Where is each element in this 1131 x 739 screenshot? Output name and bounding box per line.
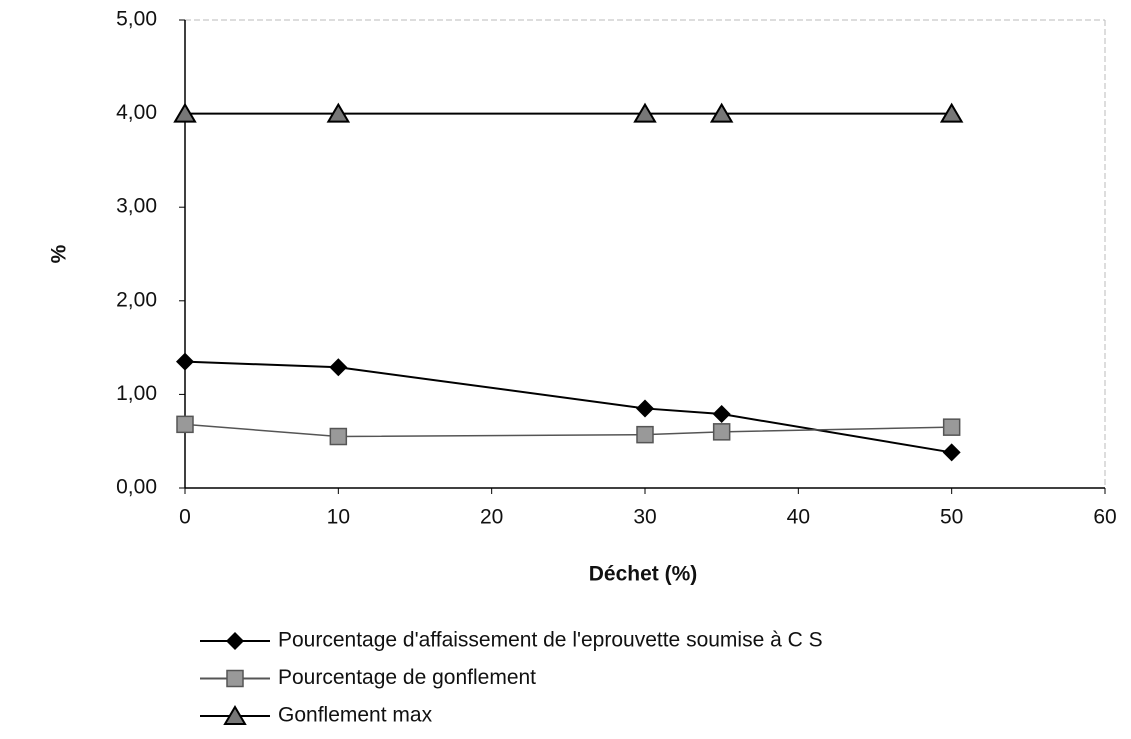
y-tick-label: 1,00 (116, 382, 157, 405)
x-tick-label: 60 (1093, 506, 1116, 529)
y-tick-label: 4,00 (116, 101, 157, 124)
marker-square (636, 425, 654, 444)
x-tick-label: 40 (787, 506, 810, 529)
marker-diamond (636, 399, 654, 418)
marker-diamond (176, 352, 194, 371)
y-tick-label: 0,00 (116, 476, 157, 499)
legend-label: Pourcentage de gonflement (278, 666, 536, 689)
marker-square (712, 423, 731, 441)
y-tick-label: 2,00 (116, 288, 157, 311)
y-tick-label: 5,00 (116, 8, 157, 31)
x-tick-label: 20 (480, 506, 503, 529)
x-tick-label: 50 (940, 506, 963, 529)
marker-triangle (173, 102, 197, 123)
marker-triangle (709, 102, 734, 123)
marker-triangle (223, 705, 247, 725)
marker-diamond (712, 405, 731, 424)
marker-square (176, 415, 194, 434)
y-tick-label: 3,00 (116, 195, 157, 218)
marker-triangle (633, 102, 657, 123)
series-line (184, 360, 952, 454)
marker-triangle (939, 102, 964, 123)
legend-label: Gonflement max (278, 704, 433, 727)
series-line (184, 423, 952, 438)
x-tick-label: 0 (179, 506, 191, 529)
marker-square (942, 418, 961, 436)
x-tick-label: 30 (633, 506, 656, 529)
legend-label: Pourcentage d'affaissement de l'eprouvet… (278, 629, 823, 652)
marker-square (226, 669, 244, 688)
marker-diamond (329, 358, 348, 377)
y-axis-title: % (48, 244, 71, 263)
x-tick-label: 10 (327, 506, 350, 529)
marker-triangle (326, 102, 351, 123)
marker-diamond (226, 632, 244, 650)
marker-square (329, 427, 348, 446)
marker-diamond (942, 443, 961, 462)
x-axis-title: Déchet (%) (589, 563, 698, 586)
